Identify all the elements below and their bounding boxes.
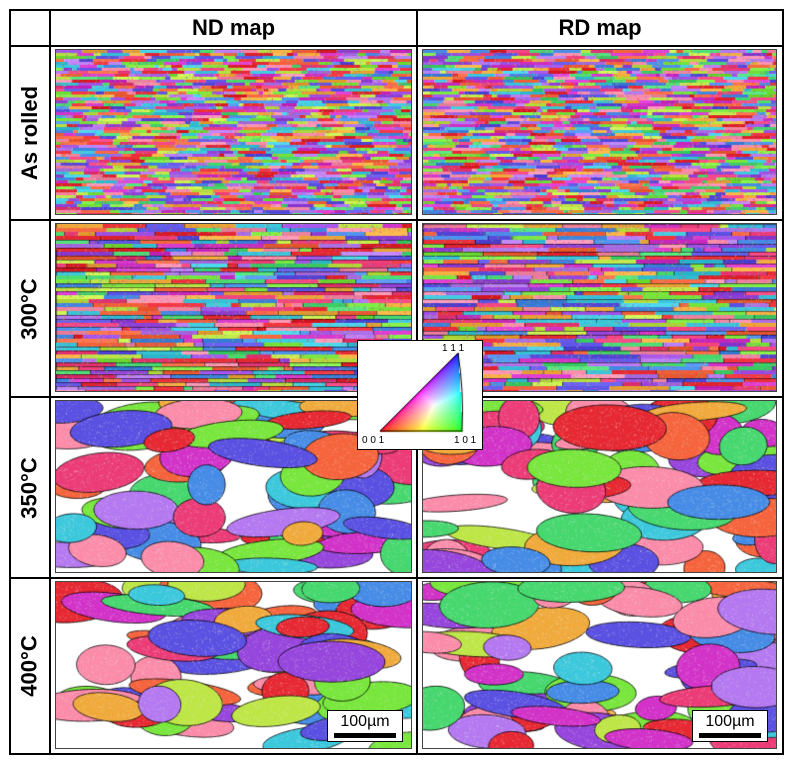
scale-bar-nd: 100µm [327, 710, 403, 742]
ipf-label-101: 1 0 1 [454, 435, 477, 446]
column-header-rd: RD map [558, 15, 642, 40]
ipf-color-key: 1 1 1 0 0 1 1 0 1 [357, 340, 483, 450]
label-column-divider [49, 11, 51, 753]
ebsd-map-nd-as-rolled [55, 49, 412, 215]
row-header-400c: 400°C [17, 635, 42, 697]
scale-bar-rd: 100µm [692, 710, 768, 742]
column-header-nd: ND map [191, 15, 276, 40]
ipf-triangle [358, 341, 482, 449]
row-header-as-rolled: As rolled [17, 85, 43, 181]
scale-bar-label: 100µm [705, 713, 755, 730]
ebsd-map-nd-300c [55, 223, 412, 392]
scale-bar-line [334, 733, 396, 738]
row-divider-1 [11, 219, 782, 221]
header-divider [11, 45, 782, 47]
row-header-300c: 300°C [17, 277, 42, 340]
ipf-label-111: 1 1 1 [442, 343, 465, 354]
scale-bar-line [699, 733, 761, 738]
row-divider-3 [11, 577, 782, 579]
ipf-label-001: 0 0 1 [362, 435, 385, 446]
row-header-350c: 350°C [17, 456, 42, 519]
ebsd-map-rd-as-rolled [422, 49, 777, 215]
ebsd-map-rd-400c: 100µm [422, 581, 777, 749]
ebsd-map-nd-350c [55, 400, 412, 573]
ebsd-map-nd-400c: 100µm [55, 581, 412, 749]
scale-bar-label: 100µm [340, 713, 390, 730]
